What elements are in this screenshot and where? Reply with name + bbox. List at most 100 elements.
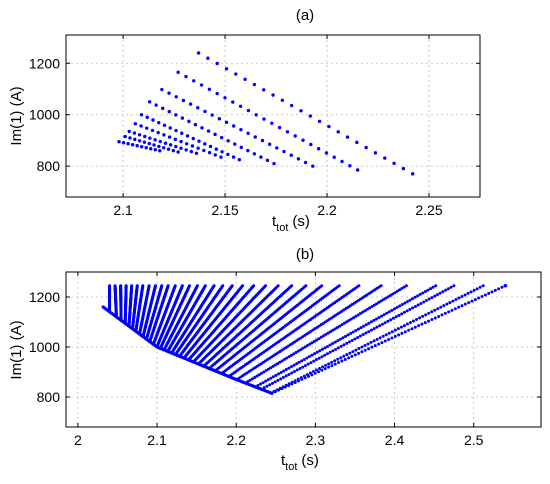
panel-b-data-point (393, 328, 397, 332)
panel-a-data-point (252, 152, 257, 156)
panel-a-data-point (280, 98, 285, 102)
panel-b-data-point (444, 288, 448, 292)
panel-b-data-point (402, 324, 406, 328)
panel-b-data-point (320, 355, 324, 359)
panel-a-data-point (277, 125, 282, 130)
panel-a-data-point (401, 166, 406, 171)
panel-b-data-point (289, 353, 293, 357)
panel-b-data-point (292, 363, 296, 367)
panel-a-data-point (184, 148, 188, 152)
panel-b-data-point (188, 284, 191, 288)
panel-b-data-point (366, 342, 370, 346)
panel-b-data-point (398, 304, 402, 308)
panel-a-data-point (152, 143, 156, 147)
panel-a-data-point (192, 79, 196, 83)
panel-b-data-point (108, 284, 112, 288)
panel-a-data-point (179, 139, 183, 144)
panel-b-data-point (368, 306, 372, 310)
panel-b-data-point (375, 325, 379, 329)
panel-b-data-point (333, 327, 337, 331)
panel-b-data-point (287, 355, 291, 359)
panel-b-data-point (427, 311, 431, 315)
panel-a-ticks: 2.1 2.15 2.2 2.25 800 1000 1200 (29, 35, 480, 218)
panel-b-data-point (273, 363, 277, 367)
panel-a-data-point (237, 158, 242, 162)
panel-b-data-point (338, 324, 342, 328)
panel-b-data-point (403, 330, 407, 334)
panel-b-data-point (221, 284, 225, 288)
panel-b-data-point (387, 331, 391, 335)
panel-b-data-point (281, 375, 285, 379)
panel-a-title: (a) (296, 7, 314, 24)
panel-b-data-point (450, 308, 454, 312)
panel-b-data-point (381, 298, 385, 302)
panel-b-data-point (367, 347, 371, 351)
panel-b-data-point (346, 333, 350, 337)
panel-b-data-point (266, 378, 270, 382)
panel-b-data-point (173, 284, 177, 288)
panel-a-data-point (238, 104, 243, 108)
panel-b-data-point (248, 378, 252, 382)
panel-b-data-point (453, 307, 457, 311)
panel-b-data-point (389, 318, 393, 322)
panel-a-data-point (147, 141, 151, 146)
panel-b-data-point (287, 384, 291, 388)
panel-b-data-point (324, 332, 328, 336)
panel-a-data-point (301, 138, 305, 142)
panel-b-data-point (429, 287, 433, 291)
panel-b-data-point (395, 289, 399, 293)
panel-b-data-point (383, 339, 387, 343)
panel-b-data-point (347, 319, 351, 323)
panel-a-data-point (160, 87, 164, 92)
panel-b-data-point (320, 347, 324, 351)
panel-b-data-point (250, 377, 254, 381)
panel-b-xlabel: ttot (s) (281, 452, 319, 473)
panel-b-data-point (360, 345, 364, 349)
panel-b-data-point (280, 359, 284, 363)
panel-b-data-point (323, 346, 327, 350)
panel-a-data-point (239, 127, 243, 132)
panel-a-data-point (174, 144, 178, 149)
panel-a-data-point (139, 124, 143, 128)
panel-a-data-point (171, 148, 176, 153)
panel-a-data-point (219, 135, 224, 140)
panel-b-data-point (276, 284, 280, 288)
panel-b-data-point (130, 284, 134, 288)
panel-b-data-point (345, 353, 349, 357)
panel-a-data-point (254, 113, 258, 117)
panel-a-data-point (311, 164, 315, 168)
panel-b-data-point (266, 367, 270, 371)
panel-b-data-point (374, 317, 378, 321)
panel-a-data-point (179, 146, 183, 150)
panel-b-data-point (166, 284, 170, 288)
panel-b-data-point (322, 334, 326, 338)
panel-b-data-point (397, 313, 401, 317)
panel-a-data-point (355, 140, 359, 145)
panel-a-data-point (150, 128, 155, 133)
panel-b-data-point (356, 335, 360, 339)
panel-b-data-point (405, 322, 409, 326)
panel-a-data-point (199, 83, 204, 87)
panel-b-data-point (415, 317, 419, 321)
panel-b-data-point (241, 284, 245, 288)
panel-a-data-point (348, 164, 352, 168)
panel-a-data-point (224, 67, 229, 71)
panel-a-data-point (213, 132, 217, 137)
panel-b-data-point (295, 368, 299, 372)
panel-b-xlabel-sub: tot (285, 461, 297, 473)
panel-a-data-point (185, 142, 189, 146)
panel-a-data-point (296, 157, 301, 161)
panel-a-data-point (373, 151, 378, 155)
panel-a-data-point (137, 133, 142, 137)
panel-b-data-point (303, 345, 307, 349)
panel-b-data-point (278, 360, 282, 364)
panel-a-data-point (137, 139, 142, 143)
panel-b-ylabel: Im(1) (A) (8, 320, 25, 379)
panel-a-data-point (163, 141, 168, 145)
panel-a-data-point (275, 146, 279, 150)
panel-b-data-point (469, 290, 473, 294)
a-ytick-label: 800 (37, 158, 61, 174)
panel-b-data-point (386, 295, 390, 299)
panel-b-data-point (386, 319, 390, 323)
panel-b-data-point (340, 323, 344, 327)
